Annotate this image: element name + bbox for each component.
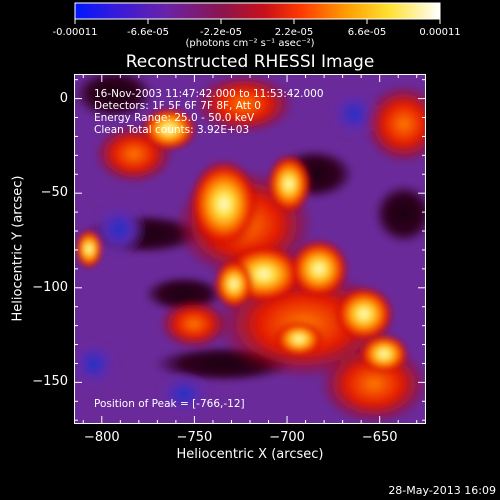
x-tick-label: −750 — [176, 430, 213, 445]
y-tick-label: −100 — [32, 279, 68, 295]
energy-range-label: Energy Range: 25.0 - 50.0 keV — [94, 112, 255, 124]
colorbar-tick-label: -2.2e-05 — [200, 27, 242, 38]
render-timestamp: 28-May-2013 16:09 — [388, 484, 496, 497]
x-tick-label: −700 — [269, 430, 305, 445]
colorbar-units: (photons cm⁻² s⁻¹ asec⁻²) — [185, 38, 315, 49]
colorbar — [74, 2, 441, 24]
x-tick-label: −650 — [361, 430, 398, 445]
x-tick-label: −800 — [83, 430, 120, 445]
y-tick-label: −50 — [40, 185, 68, 201]
colorbar-gradient — [74, 2, 441, 20]
colorbar-tick-label: 2.2e-05 — [274, 27, 314, 38]
colorbar-tick-label: -6.6e-05 — [127, 27, 169, 38]
peak-position-label: Position of Peak = [-766,-12] — [94, 398, 245, 410]
x-axis-label: Heliocentric X (arcsec) — [176, 447, 324, 462]
colorbar-tick-label: 0.00011 — [419, 27, 461, 38]
time-range-label: 16-Nov-2003 11:47:42.000 to 11:53:42.000 — [94, 88, 324, 100]
clean-counts-label: Clean Total counts: 3.92E+03 — [94, 124, 250, 136]
heatmap-plot — [74, 74, 426, 424]
colorbar-tick-label: 6.6e-05 — [347, 27, 387, 38]
chart-title: Reconstructed RHESSI Image — [125, 52, 375, 72]
detectors-label: Detectors: 1F 5F 6F 7F 8F, Att 0 — [94, 100, 261, 112]
y-axis-label: Heliocentric Y (arcsec) — [10, 175, 26, 322]
y-tick-label: 0 — [59, 90, 68, 106]
y-tick-label: −150 — [32, 374, 68, 390]
colorbar-tick-label: -0.00011 — [52, 27, 98, 38]
